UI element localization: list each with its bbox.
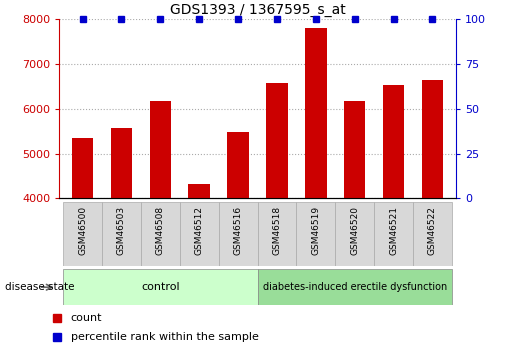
- Bar: [266, 83, 288, 198]
- Text: GSM46503: GSM46503: [117, 206, 126, 255]
- Text: GSM46520: GSM46520: [350, 206, 359, 255]
- Text: GSM46516: GSM46516: [234, 206, 243, 255]
- Text: GSM46522: GSM46522: [428, 206, 437, 255]
- Title: GDS1393 / 1367595_s_at: GDS1393 / 1367595_s_at: [169, 2, 346, 17]
- Text: count: count: [71, 313, 102, 323]
- Text: diabetes-induced erectile dysfunction: diabetes-induced erectile dysfunction: [263, 282, 447, 292]
- Bar: [422, 80, 443, 198]
- Bar: [335, 202, 374, 266]
- Text: GSM46521: GSM46521: [389, 206, 398, 255]
- Text: GSM46500: GSM46500: [78, 206, 87, 255]
- Bar: [383, 85, 404, 198]
- Bar: [258, 269, 452, 305]
- Bar: [188, 184, 210, 198]
- Text: GSM46519: GSM46519: [311, 206, 320, 255]
- Text: GSM46518: GSM46518: [272, 206, 281, 255]
- Bar: [305, 28, 327, 198]
- Bar: [111, 128, 132, 198]
- Bar: [219, 202, 258, 266]
- Bar: [413, 202, 452, 266]
- Bar: [258, 202, 296, 266]
- Bar: [227, 131, 249, 198]
- Text: control: control: [141, 282, 180, 292]
- Bar: [141, 202, 180, 266]
- Text: percentile rank within the sample: percentile rank within the sample: [71, 332, 259, 342]
- Bar: [374, 202, 413, 266]
- Bar: [180, 202, 219, 266]
- Bar: [63, 269, 258, 305]
- Text: disease state: disease state: [5, 282, 75, 292]
- Bar: [63, 202, 102, 266]
- Bar: [296, 202, 335, 266]
- Text: GSM46508: GSM46508: [156, 206, 165, 255]
- Text: GSM46512: GSM46512: [195, 206, 204, 255]
- Bar: [72, 138, 93, 198]
- Bar: [102, 202, 141, 266]
- Bar: [344, 101, 365, 198]
- Bar: [150, 101, 171, 198]
